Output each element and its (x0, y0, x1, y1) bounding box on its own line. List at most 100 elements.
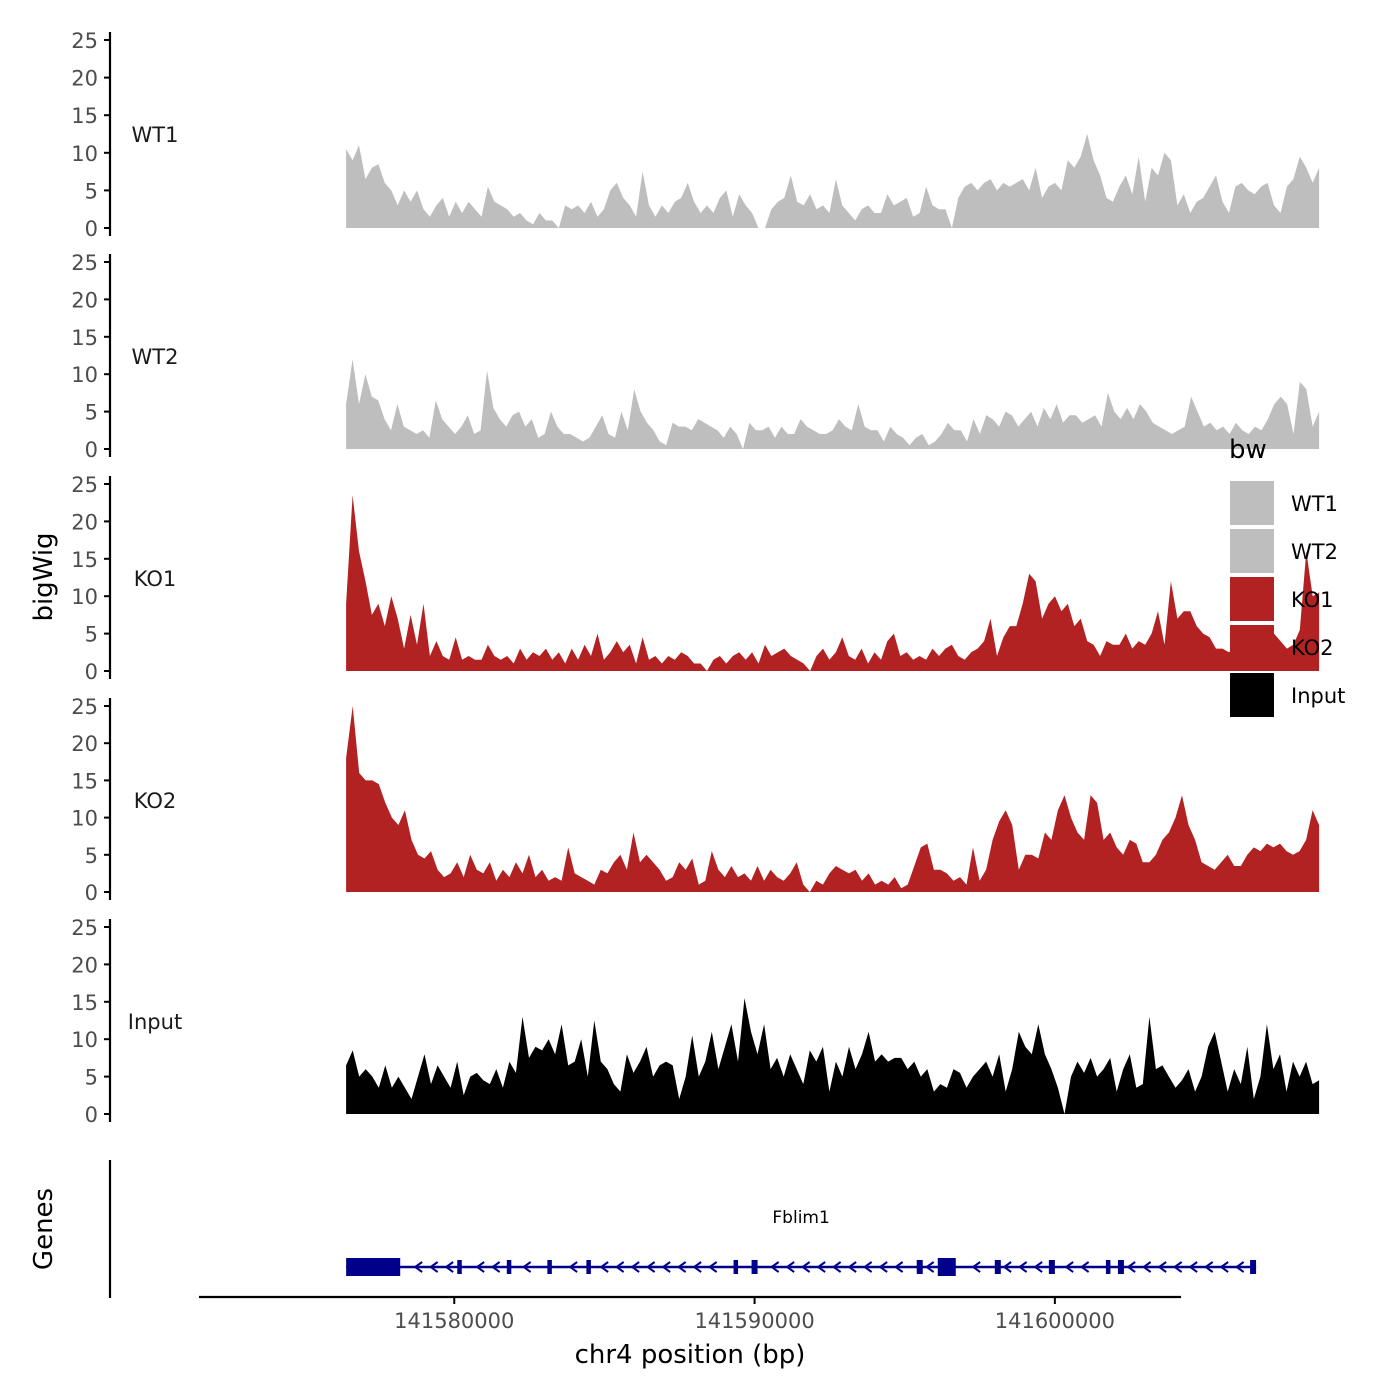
y-tick-label: 10 (71, 585, 98, 609)
genes-axis-title: Genes (29, 1188, 59, 1270)
gene-name-label: Fblim1 (772, 1208, 829, 1228)
y-tick-label: 5 (85, 401, 98, 425)
gene-exon (1250, 1260, 1257, 1274)
y-tick-label: 0 (85, 438, 98, 462)
legend-swatch-ko2 (1230, 625, 1274, 669)
gene-exon (586, 1260, 591, 1274)
gene-exon (1117, 1260, 1124, 1274)
strand-arrows (413, 1261, 1245, 1273)
strand-arrow (413, 1261, 423, 1273)
y-tick-label: 0 (85, 881, 98, 905)
y-tick-label: 20 (71, 953, 98, 977)
track-label-wt2: WT2 (132, 345, 179, 369)
strand-arrow (614, 1261, 625, 1273)
strand-arrow (831, 1261, 842, 1273)
gene-exon (1048, 1260, 1055, 1274)
legend-swatch-input (1230, 673, 1274, 717)
strand-arrow (1064, 1261, 1074, 1273)
y-tick-label: 10 (71, 363, 98, 387)
y-tick-label: 25 (71, 473, 98, 497)
legend-swatch-wt2 (1230, 529, 1274, 573)
gene-exon (506, 1260, 512, 1274)
gene-exon (547, 1260, 552, 1274)
strand-arrow (599, 1261, 609, 1273)
strand-arrow (847, 1261, 857, 1273)
legend-label-wt1: WT1 (1291, 492, 1338, 516)
x-tick-label: 141600000 (995, 1309, 1115, 1333)
track-wt2: 0 5 10 15 20 25 WT2 (71, 251, 1320, 462)
gene-exon (346, 1258, 401, 1276)
area-ko1 (346, 495, 1320, 671)
gene-exon (916, 1260, 923, 1274)
y-tick-label: 0 (85, 1103, 98, 1127)
legend-label-ko2: KO2 (1291, 636, 1334, 660)
track-ko2: 0 5 10 15 20 25 KO2 (71, 695, 1320, 905)
track-wt1: 0 5 10 15 20 25 WT1 (71, 29, 1320, 241)
gene-exon (733, 1260, 739, 1274)
y-tick-label: 25 (71, 916, 98, 940)
track-label-wt1: WT1 (132, 123, 179, 147)
legend-label-wt2: WT2 (1291, 540, 1338, 564)
area-input (346, 998, 1320, 1114)
strand-arrow (521, 1261, 532, 1273)
y-tick-label: 25 (71, 29, 98, 53)
y-tick-label: 25 (71, 251, 98, 275)
y-tick-label: 10 (71, 807, 98, 831)
strand-arrow (893, 1261, 904, 1273)
strand-arrow (444, 1261, 454, 1273)
y-tick-label: 15 (71, 104, 98, 128)
strand-arrow (1017, 1261, 1028, 1273)
strand-arrow (816, 1261, 826, 1273)
y-tick-label: 20 (71, 288, 98, 312)
strand-arrow (1172, 1261, 1183, 1273)
x-axis: 141580000 141590000 141600000 (199, 1295, 1181, 1333)
y-tick-label: 15 (71, 769, 98, 793)
track-label-input: Input (128, 1010, 182, 1034)
y-tick-label: 0 (85, 217, 98, 241)
strand-arrow (1141, 1261, 1152, 1273)
y-tick-label: 5 (85, 623, 98, 647)
strand-arrow (1219, 1261, 1229, 1273)
gene-exon (457, 1260, 462, 1274)
y-tick-label: 15 (71, 326, 98, 350)
strand-arrow (878, 1261, 888, 1273)
y-tick-label: 15 (71, 548, 98, 572)
legend: bw WT1 WT2 KO1 KO2 Input (1229, 435, 1345, 717)
strand-arrow (785, 1261, 795, 1273)
track-ko1: 0 5 10 15 20 25 KO1 (71, 473, 1320, 684)
strand-arrow (676, 1261, 687, 1273)
area-wt2 (346, 359, 1320, 449)
genes-panel: Fblim1 (108, 1160, 1257, 1298)
gene-exon (1105, 1260, 1111, 1274)
strand-arrow (475, 1261, 485, 1273)
strand-arrow (1002, 1261, 1012, 1273)
track-label-ko2: KO2 (134, 789, 177, 813)
y-axis-title: bigWig (29, 532, 59, 621)
y-tick-label: 10 (71, 142, 98, 166)
gene-exon (751, 1260, 758, 1274)
track-input: 0 5 10 15 20 25 Input (71, 916, 1320, 1127)
y-tick-label: 20 (71, 67, 98, 91)
y-tick-label: 5 (85, 1066, 98, 1090)
strand-arrow (862, 1261, 873, 1273)
area-ko2 (346, 706, 1320, 892)
track-label-ko1: KO1 (134, 567, 177, 591)
strand-arrow (800, 1261, 811, 1273)
track-panels: 0510152025WT10510152025WT20510152025KO10… (71, 29, 1320, 1127)
legend-swatch-ko1 (1230, 577, 1274, 621)
area-wt1 (346, 134, 1320, 228)
y-tick-label: 0 (85, 660, 98, 684)
strand-arrow (924, 1261, 935, 1273)
y-tick-label: 10 (71, 1028, 98, 1052)
strand-arrow (1079, 1261, 1090, 1273)
strand-arrow (568, 1261, 578, 1273)
legend-swatch-wt1 (1230, 481, 1274, 525)
y-tick-label: 25 (71, 695, 98, 719)
x-axis-title: chr4 position (bp) (575, 1340, 806, 1370)
y-tick-label: 20 (71, 732, 98, 756)
strand-arrow (490, 1261, 501, 1273)
strand-arrow (769, 1261, 780, 1273)
strand-arrow (428, 1261, 439, 1273)
y-tick-label: 20 (71, 510, 98, 534)
